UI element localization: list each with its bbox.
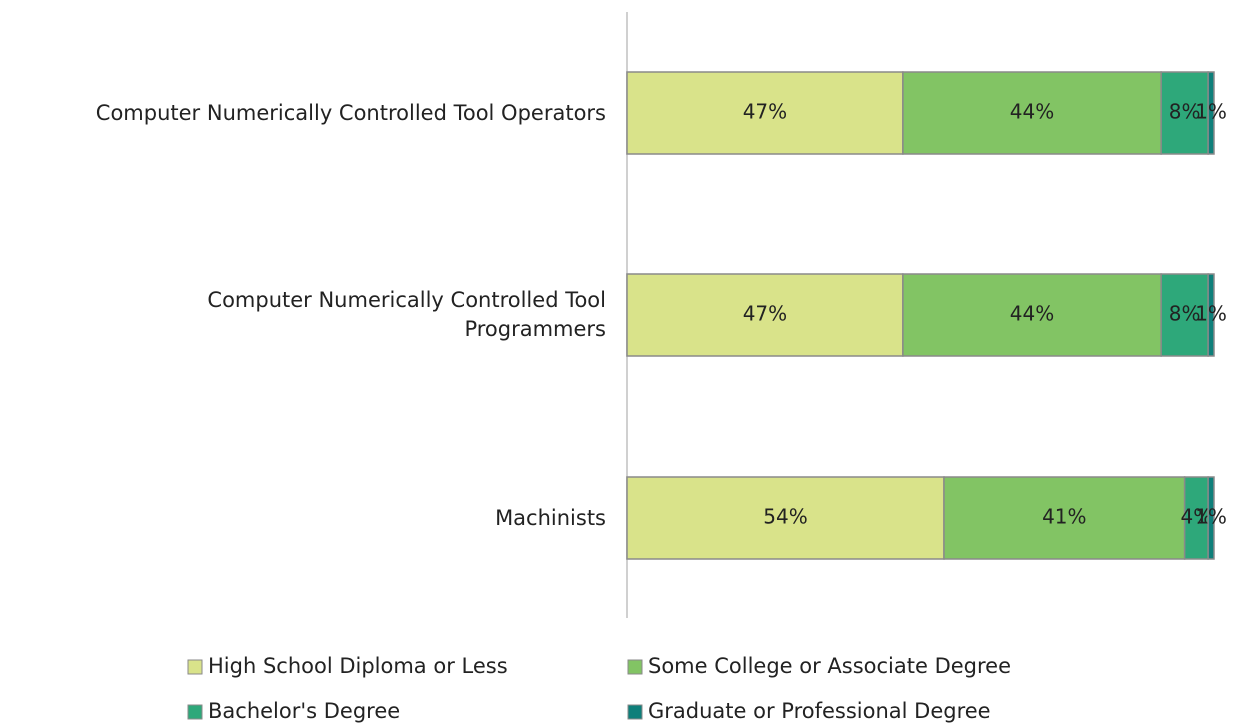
bar-segment — [902, 273, 1162, 357]
bar-segment — [1160, 71, 1209, 155]
data-label: 44% — [1010, 100, 1054, 124]
bar-segment — [626, 71, 904, 155]
category-label: Machinists — [495, 505, 606, 530]
legend-swatch — [187, 704, 203, 720]
legend-label: Bachelor's Degree — [208, 699, 400, 723]
bar-segment — [1207, 273, 1215, 357]
data-label: 54% — [763, 505, 807, 529]
legend-label: Some College or Associate Degree — [648, 654, 1011, 678]
legend-swatch — [627, 704, 643, 720]
bar-segment — [626, 273, 904, 357]
data-label: 41% — [1042, 505, 1086, 529]
bar-segment — [626, 476, 945, 560]
data-label: 47% — [743, 302, 787, 326]
bar-segment — [902, 71, 1162, 155]
data-label: 47% — [743, 100, 787, 124]
data-label: 1% — [1195, 302, 1227, 326]
legend-swatch — [187, 659, 203, 675]
data-label: 44% — [1010, 302, 1054, 326]
data-label: 8% — [1169, 302, 1201, 326]
bar-segment — [943, 476, 1186, 560]
legend-swatch — [627, 659, 643, 675]
data-label: 8% — [1169, 100, 1201, 124]
data-label: 4% — [1181, 505, 1213, 529]
bar-segment — [1207, 476, 1215, 560]
legend-label: High School Diploma or Less — [208, 654, 508, 678]
data-label: 1% — [1195, 100, 1227, 124]
category-label: Computer Numerically Controlled Tool Ope… — [95, 100, 606, 125]
data-label: 1% — [1195, 505, 1227, 529]
bar-segment — [1207, 71, 1215, 155]
category-label: Computer Numerically Controlled Tool Pro… — [207, 288, 606, 341]
legend-label: Graduate or Professional Degree — [648, 699, 991, 723]
